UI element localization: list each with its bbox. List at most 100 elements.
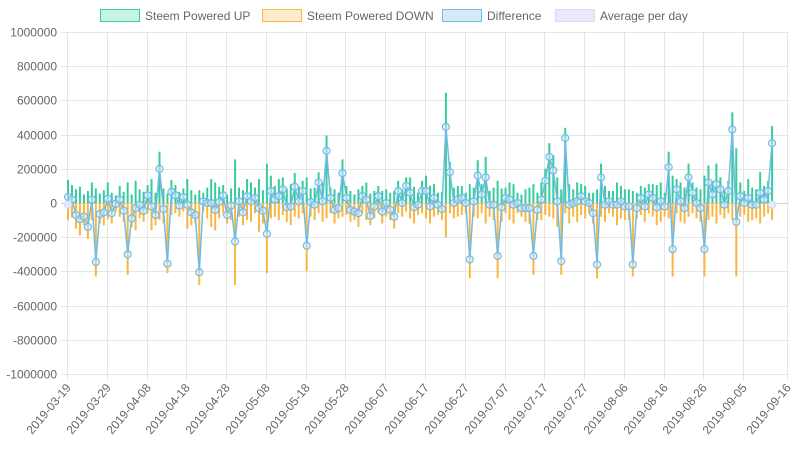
difference-point[interactable] [370,202,379,211]
difference-point[interactable] [103,194,112,203]
difference-point[interactable] [676,197,685,206]
difference-point[interactable] [537,195,546,204]
difference-point[interactable] [648,193,657,202]
legend-label-steem-powered-down[interactable]: Steem Powered DOWN [307,9,434,23]
difference-point[interactable] [767,139,777,148]
difference-point[interactable] [394,186,403,196]
difference-point[interactable] [736,192,745,201]
difference-point[interactable] [752,200,761,209]
legend-swatch-average-per-day[interactable] [555,9,595,22]
difference-point[interactable] [477,190,486,199]
difference-point[interactable] [553,197,562,206]
difference-point[interactable] [298,186,307,196]
difference-point[interactable] [234,197,244,206]
legend-swatch-difference[interactable] [442,9,482,22]
difference-point[interactable] [99,208,108,217]
difference-point[interactable] [354,209,363,218]
difference-point[interactable] [338,168,347,178]
difference-point[interactable] [258,206,268,215]
difference-point[interactable] [318,197,327,206]
difference-point[interactable] [79,212,89,221]
difference-point[interactable] [545,152,554,161]
difference-point[interactable] [588,209,598,218]
difference-point[interactable] [596,173,606,182]
difference-point[interactable] [628,260,637,269]
difference-point[interactable] [481,173,490,182]
difference-point[interactable] [151,210,160,220]
difference-point[interactable] [310,200,319,209]
difference-point[interactable] [684,173,693,182]
difference-point[interactable] [250,193,260,202]
difference-point[interactable] [469,197,478,206]
difference-point[interactable] [720,200,729,209]
difference-point[interactable] [115,195,124,204]
difference-point[interactable] [274,192,283,201]
difference-point[interactable] [636,193,645,202]
difference-point[interactable] [660,202,669,211]
difference-point[interactable] [632,204,641,213]
legend-label-steem-powered-up[interactable]: Steem Powered UP [145,9,250,23]
legend-swatch-steem-powered-down[interactable] [262,9,302,22]
difference-point[interactable] [437,204,447,214]
difference-point[interactable] [362,195,371,204]
difference-point[interactable] [382,198,391,208]
difference-point[interactable] [91,257,100,267]
difference-point[interactable] [123,250,132,259]
difference-point[interactable] [366,211,375,220]
difference-point[interactable] [262,229,271,238]
difference-point[interactable] [163,259,172,268]
difference-point[interactable] [756,188,765,197]
difference-point[interactable] [732,217,741,226]
difference-point[interactable] [159,204,168,214]
legend-label-difference[interactable]: Difference [487,9,542,23]
difference-point[interactable] [688,188,697,197]
difference-point[interactable] [286,202,295,211]
difference-point[interactable] [398,198,407,208]
difference-point[interactable] [664,162,673,172]
difference-point[interactable] [171,191,180,200]
difference-point[interactable] [624,202,633,211]
difference-point[interactable] [230,237,240,246]
difference-point[interactable] [386,205,395,214]
difference-point[interactable] [147,202,156,211]
difference-point[interactable] [533,205,542,214]
difference-point[interactable] [405,188,415,197]
difference-point[interactable] [314,178,323,187]
difference-point[interactable] [461,198,470,208]
difference-point[interactable] [127,214,136,223]
difference-point[interactable] [425,202,435,211]
difference-point[interactable] [704,178,713,187]
difference-point[interactable] [764,186,773,196]
difference-point[interactable] [680,204,689,213]
difference-point[interactable] [294,197,303,206]
difference-point[interactable] [525,204,534,213]
difference-point[interactable] [195,268,204,277]
average-per-day-point[interactable] [767,200,777,209]
difference-point[interactable] [592,260,602,269]
difference-point[interactable] [585,198,594,208]
difference-point[interactable] [238,208,248,217]
difference-point[interactable] [489,200,498,209]
difference-point[interactable] [402,181,411,190]
difference-point[interactable] [334,204,343,213]
difference-point[interactable] [175,201,184,210]
difference-point[interactable] [207,198,216,208]
difference-point[interactable] [557,257,566,266]
difference-point[interactable] [760,195,769,204]
difference-point[interactable] [266,186,275,196]
difference-point[interactable] [211,205,220,214]
difference-point[interactable] [290,182,299,191]
average-per-day-point[interactable] [63,200,73,209]
difference-point[interactable] [640,202,649,211]
difference-point[interactable] [716,185,725,194]
difference-point[interactable] [183,200,192,209]
difference-point[interactable] [278,185,287,194]
difference-point[interactable] [143,191,152,200]
difference-point[interactable] [561,133,570,143]
difference-point[interactable] [724,186,733,196]
difference-point[interactable] [135,200,144,209]
legend-swatch-steem-powered-up[interactable] [100,9,140,22]
difference-point[interactable] [465,255,474,264]
difference-point[interactable] [541,176,550,185]
difference-point[interactable] [107,209,116,218]
